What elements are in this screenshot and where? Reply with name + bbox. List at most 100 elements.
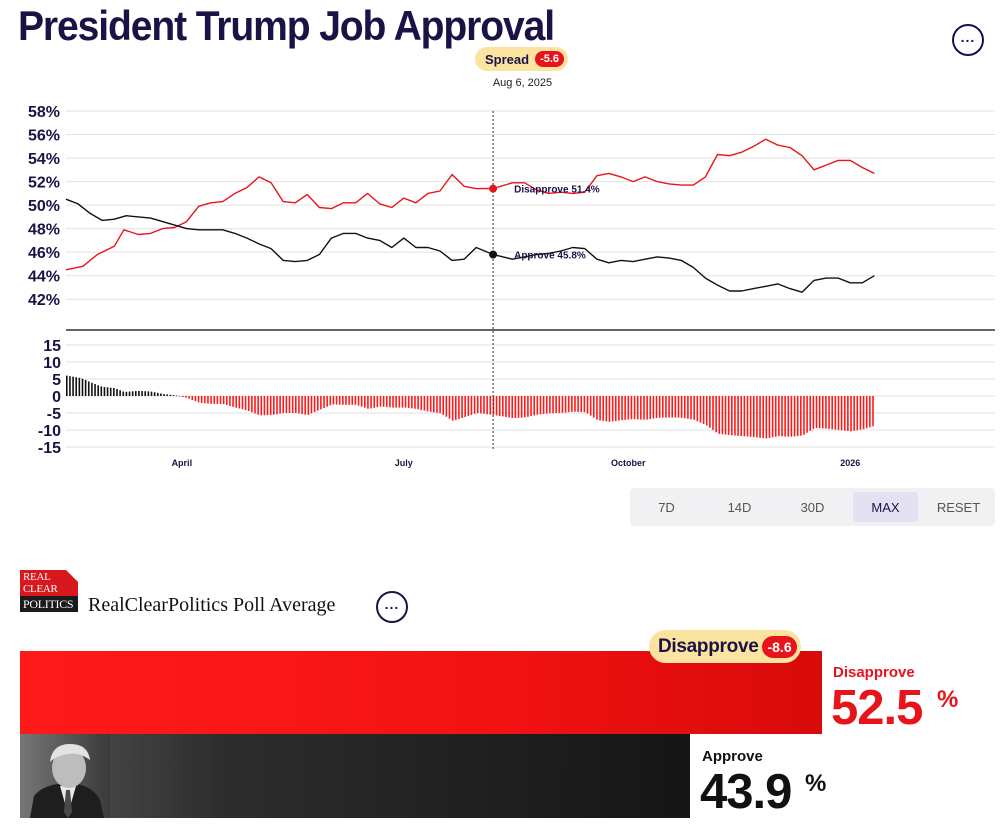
- spread-bar: [125, 391, 128, 396]
- spread-bar: [119, 390, 121, 396]
- spread-tick-label: -10: [38, 423, 61, 440]
- spread-bar: [320, 396, 322, 410]
- disapprove-cursor-dot: [489, 184, 498, 193]
- spread-bar: [141, 391, 143, 396]
- x-tick-label: July: [395, 458, 413, 468]
- spread-bar: [175, 395, 178, 397]
- spread-bar: [489, 396, 492, 415]
- spread-bar: [640, 396, 642, 420]
- spread-bar: [69, 376, 71, 396]
- spread-tick-label: -5: [47, 406, 61, 423]
- spread-bar: [602, 396, 605, 421]
- range-14d-button[interactable]: 14D: [727, 499, 752, 515]
- spread-badge: Spread -5.6: [475, 47, 569, 71]
- spread-bar: [285, 396, 288, 413]
- poll-average-options-button[interactable]: ...: [376, 591, 408, 623]
- spread-bar: [323, 396, 325, 408]
- spread-bar: [313, 396, 316, 413]
- spread-bar: [567, 396, 570, 413]
- spread-bar: [746, 396, 749, 437]
- portrait-image: [20, 734, 110, 818]
- spread-bar: [210, 396, 212, 404]
- spread-bar: [677, 396, 680, 418]
- spread-bar: [235, 396, 237, 408]
- range-7d-button[interactable]: 7D: [658, 499, 675, 515]
- spread-bar: [712, 396, 714, 430]
- spread-bar: [436, 396, 438, 413]
- spread-bar: [370, 396, 372, 409]
- spread-bar: [420, 396, 423, 410]
- disapprove-value: 52.5: [831, 681, 923, 735]
- chart-options-button[interactable]: ...: [952, 24, 984, 56]
- spread-bar: [113, 388, 115, 396]
- spread-bar: [116, 388, 118, 396]
- spread-bar: [571, 396, 573, 412]
- spread-bar: [727, 396, 730, 435]
- spread-bar: [480, 396, 482, 414]
- spread-bar: [379, 396, 382, 407]
- spread-bar: [658, 396, 661, 418]
- approve-percent-sign: %: [805, 770, 827, 797]
- spread-bar: [470, 396, 473, 415]
- spread-bar: [222, 396, 225, 405]
- spread-bar: [251, 396, 253, 413]
- spread-bar: [721, 396, 724, 435]
- spread-bar: [633, 396, 636, 420]
- spread-bar: [784, 396, 786, 437]
- spread-bar: [332, 396, 335, 405]
- spread-bar: [473, 396, 476, 414]
- disapprove-label: Disapprove: [833, 664, 915, 681]
- spread-bar: [545, 396, 548, 414]
- spread-bar: [72, 376, 74, 396]
- spread-bar: [749, 396, 752, 437]
- spread-bar: [574, 396, 576, 412]
- spread-bar: [97, 385, 99, 396]
- spread-bar: [254, 396, 256, 414]
- spread-bar: [643, 396, 645, 420]
- spread-bar: [709, 396, 711, 428]
- spread-bar: [185, 396, 187, 398]
- spread-bar: [520, 396, 523, 418]
- disapprove-line: [65, 138, 875, 271]
- spread-bar: [373, 396, 376, 408]
- rcp-logo-line-3: POLITICS: [23, 597, 74, 611]
- spread-bar: [304, 396, 307, 415]
- spread-bar: [467, 396, 470, 416]
- spread-bar: [316, 396, 319, 411]
- spread-bar: [426, 396, 429, 412]
- spread-bar: [310, 396, 313, 414]
- spread-bar: [533, 396, 535, 416]
- spread-bar: [555, 396, 557, 414]
- spread-bar: [66, 375, 68, 396]
- spread-bar: [821, 396, 824, 429]
- spread-bar: [131, 391, 134, 396]
- range-30d-button[interactable]: 30D: [800, 499, 825, 515]
- y-tick-label: 50%: [28, 198, 60, 215]
- spread-bar: [592, 396, 595, 418]
- spread-bar: [662, 396, 664, 418]
- spread-tick-label: 15: [43, 338, 61, 355]
- x-tick-label: 2026: [840, 458, 860, 468]
- spread-bar: [702, 396, 705, 425]
- spread-bar: [301, 396, 303, 415]
- spread-bar: [740, 396, 743, 437]
- range-max-button[interactable]: MAX: [853, 492, 918, 522]
- spread-bar: [194, 396, 197, 402]
- spread-bar: [91, 382, 93, 396]
- x-tick-label: April: [172, 458, 193, 468]
- spread-bar: [395, 396, 397, 408]
- spread-bar: [87, 381, 90, 396]
- approval-chart[interactable]: 58% 56% 54% 52% 50% 48% 46% 44% 42% 151050-5-10-1…: [0, 92, 1000, 472]
- spread-bar: [508, 396, 510, 418]
- spread-bar: [360, 396, 363, 407]
- spread-bar: [687, 396, 689, 419]
- spread-bar: [191, 396, 194, 400]
- spread-bar: [564, 396, 567, 413]
- spread-bar: [552, 396, 554, 414]
- spread-bar: [279, 396, 281, 414]
- spread-bar: [825, 396, 827, 429]
- spread-bar: [605, 396, 608, 422]
- spread-bar: [655, 396, 658, 419]
- range-reset-button[interactable]: RESET: [936, 499, 981, 515]
- spread-bar: [847, 396, 849, 432]
